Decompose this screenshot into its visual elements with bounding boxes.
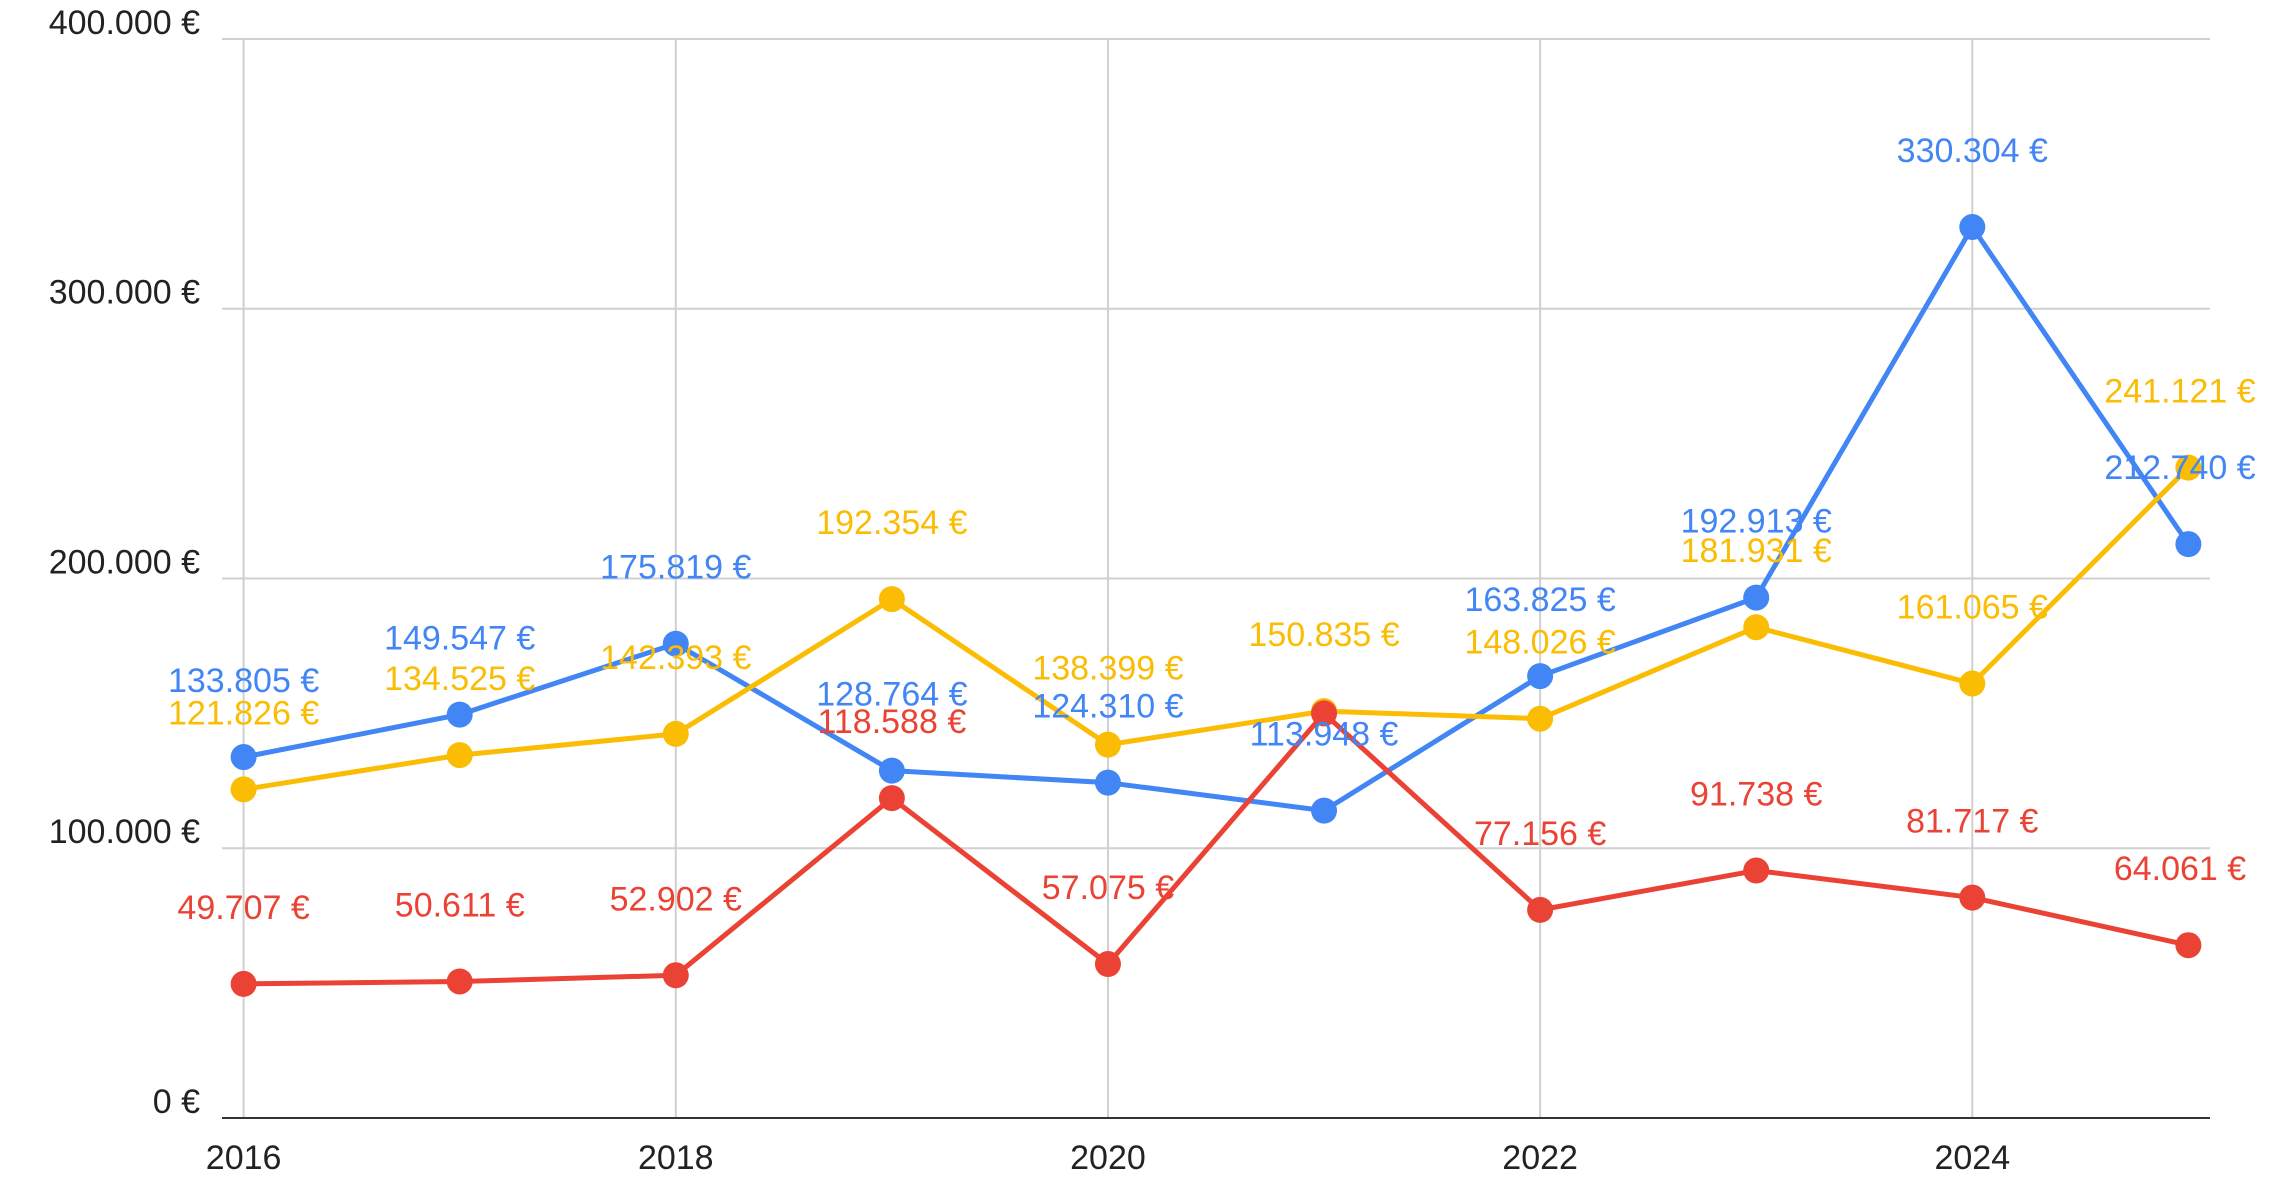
point — [1311, 797, 1338, 824]
series-line — [243, 710, 2189, 987]
value-label: 149.547 € — [384, 620, 535, 658]
point — [1743, 857, 1770, 884]
x-tick-label: 2022 — [1502, 1139, 1578, 1177]
value-label: 52.902 € — [610, 880, 742, 918]
value-label: 81.717 € — [1906, 803, 2038, 841]
point — [2175, 531, 2202, 558]
point — [1094, 731, 1121, 758]
value-label: 64.061 € — [2114, 850, 2246, 888]
point — [2175, 932, 2202, 959]
point — [1311, 700, 1338, 727]
point — [662, 630, 689, 657]
value-label: 150.835 € — [1248, 616, 1399, 654]
value-label: 138.399 € — [1032, 650, 1183, 688]
point — [1743, 584, 1770, 611]
value-label: 181.931 € — [1681, 532, 1832, 570]
point — [1527, 705, 1554, 732]
point — [446, 742, 473, 769]
point — [878, 785, 905, 812]
y-tick-label: 100.000 € — [49, 813, 200, 851]
series-line — [243, 465, 2191, 792]
point — [1527, 663, 1554, 690]
point — [230, 970, 257, 997]
point — [230, 744, 257, 771]
point — [446, 968, 473, 995]
point — [1743, 614, 1770, 641]
value-label: 57.075 € — [1042, 869, 1174, 907]
x-tick-label: 2018 — [638, 1139, 714, 1177]
value-label: 49.707 € — [177, 889, 309, 927]
point — [1959, 670, 1986, 697]
value-label: 124.310 € — [1032, 688, 1183, 726]
value-label: 163.825 € — [1464, 581, 1615, 619]
value-label: 118.588 € — [818, 703, 967, 741]
value-label: 77.156 € — [1474, 815, 1606, 853]
point — [1094, 951, 1121, 978]
y-tick-label: 200.000 € — [49, 543, 200, 581]
x-tick-label: 2020 — [1070, 1139, 1146, 1177]
point — [1094, 769, 1121, 796]
value-label: 212.740 € — [2104, 449, 2255, 487]
value-label: 121.826 € — [168, 694, 319, 732]
y-tick-label: 300.000 € — [49, 274, 200, 312]
y-tick-label: 400.000 € — [49, 4, 200, 42]
point — [446, 701, 473, 728]
value-label: 175.819 € — [600, 549, 751, 587]
value-label: 142.393 € — [600, 639, 751, 677]
value-label: 161.065 € — [1897, 589, 2048, 627]
x-tick-label: 2024 — [1934, 1139, 2010, 1177]
x-tick-label: 2016 — [206, 1139, 282, 1177]
point — [1959, 884, 1986, 911]
value-label: 330.304 € — [1897, 132, 2048, 170]
value-label: 50.611 € — [395, 886, 525, 924]
point — [662, 962, 689, 989]
value-label: 148.026 € — [1464, 624, 1615, 662]
value-label: 128.764 € — [816, 676, 967, 714]
value-label: 241.121 € — [2104, 373, 2255, 411]
point — [230, 776, 257, 803]
value-label: 192.913 € — [1681, 503, 1832, 541]
point — [1959, 214, 1986, 241]
point — [878, 757, 905, 784]
value-label: 133.805 € — [168, 662, 319, 700]
series-line — [243, 224, 2191, 814]
value-label: 91.738 € — [1690, 776, 1822, 814]
value-label: 134.525 € — [384, 660, 535, 698]
point — [2175, 454, 2202, 481]
point — [662, 720, 689, 747]
point — [878, 586, 905, 613]
value-label: 192.354 € — [816, 504, 967, 542]
value-label: 113.948 € — [1250, 716, 1399, 754]
point — [1527, 896, 1554, 923]
y-tick-label: 0 € — [153, 1083, 200, 1121]
